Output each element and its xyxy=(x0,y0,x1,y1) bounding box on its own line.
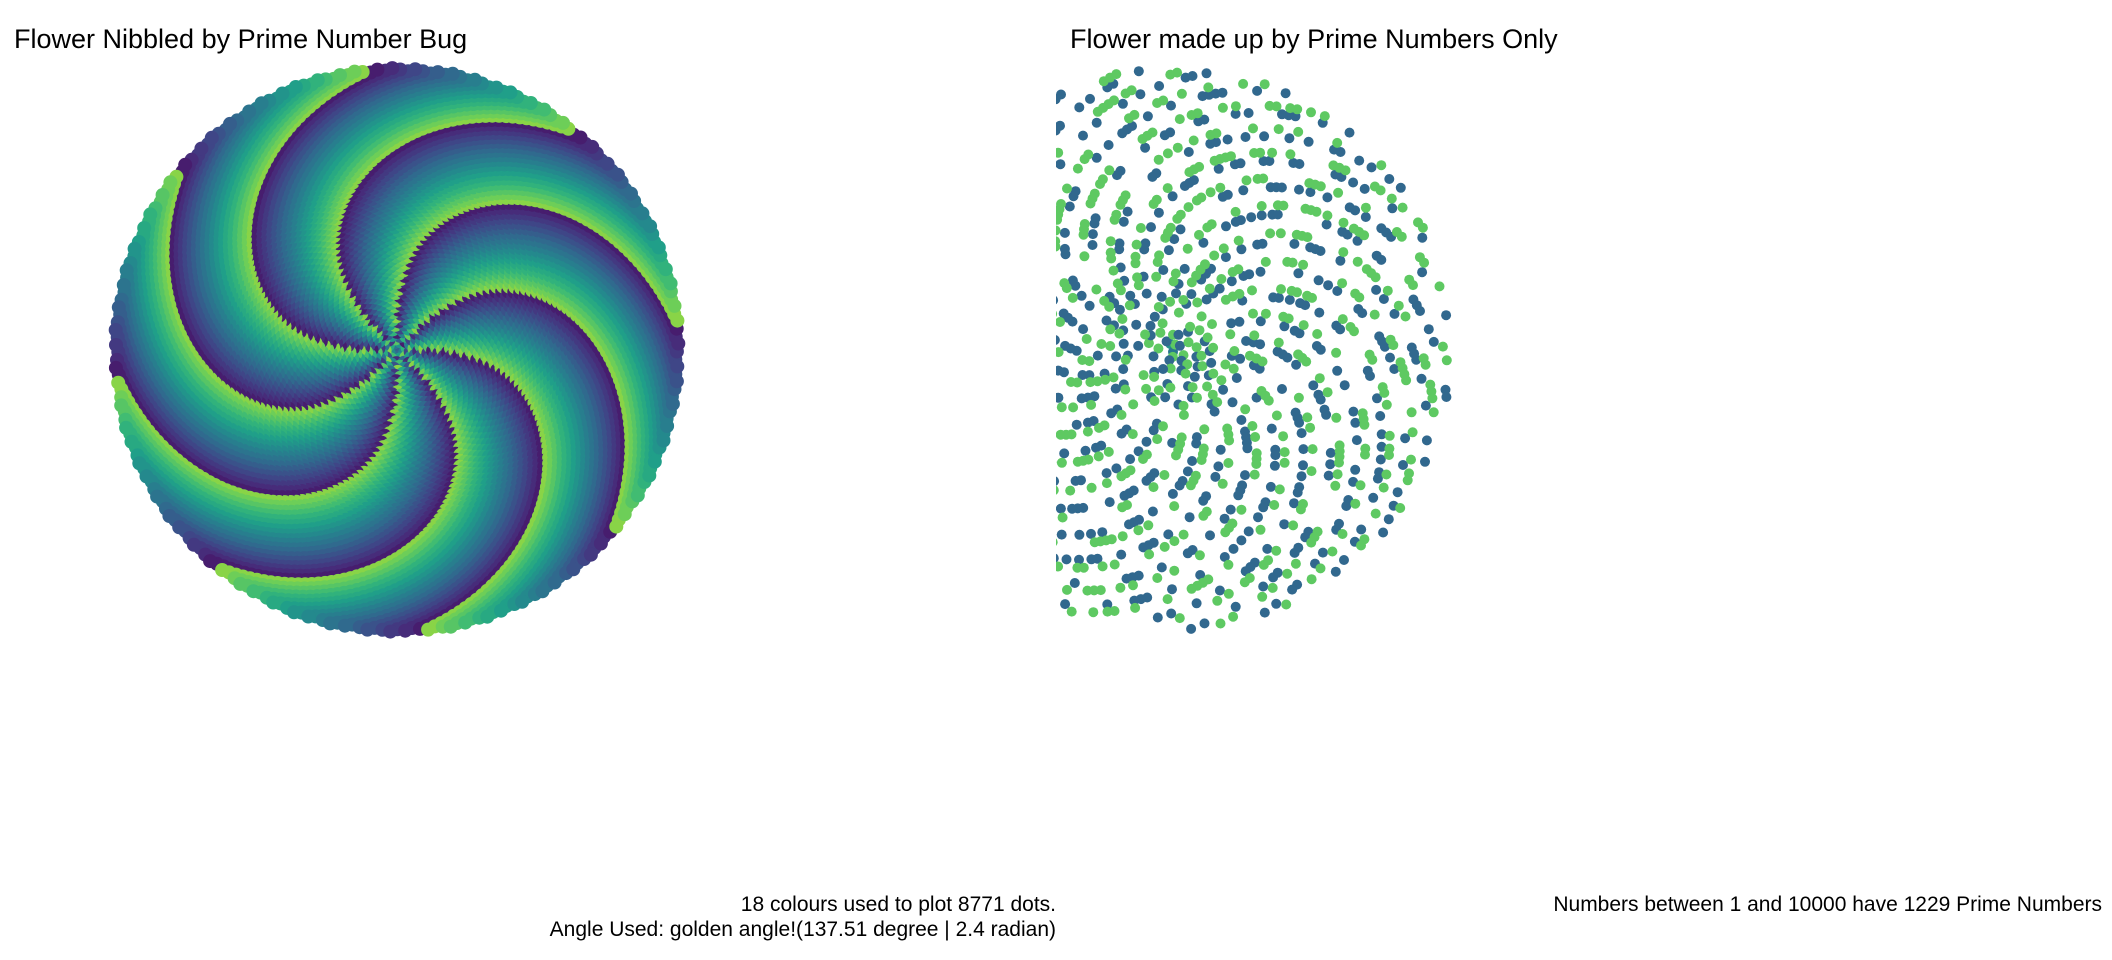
dots-left xyxy=(108,61,686,639)
plot-area-left xyxy=(108,61,686,639)
chart-panel-left: Flower Nibbled by Prime Number Bug 18 co… xyxy=(14,24,1056,941)
chart-title-left: Flower Nibbled by Prime Number Bug xyxy=(14,24,468,54)
